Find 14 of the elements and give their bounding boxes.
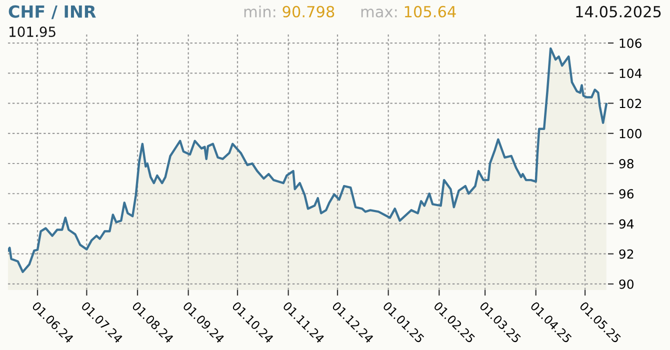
y-tick-label: 102: [620, 98, 642, 108]
text: 14.05.2025: [576, 6, 661, 18]
y-tick-label: 100: [620, 128, 642, 138]
chart-title: CHF / INR: [8, 5, 96, 20]
y-tick-label: 96: [619, 189, 634, 199]
text: max: 105.64: [361, 6, 456, 18]
y-tick-label: 104: [620, 68, 642, 78]
y-tick-label: 94: [619, 219, 634, 229]
y-tick-label: 106: [620, 38, 642, 48]
annotation: 101.95: [10, 26, 56, 38]
y-tick-label: 92: [619, 249, 634, 259]
text: min: 90.798: [244, 6, 334, 18]
y-tick-label: 90: [619, 279, 634, 289]
y-tick-label: 98: [619, 158, 634, 168]
